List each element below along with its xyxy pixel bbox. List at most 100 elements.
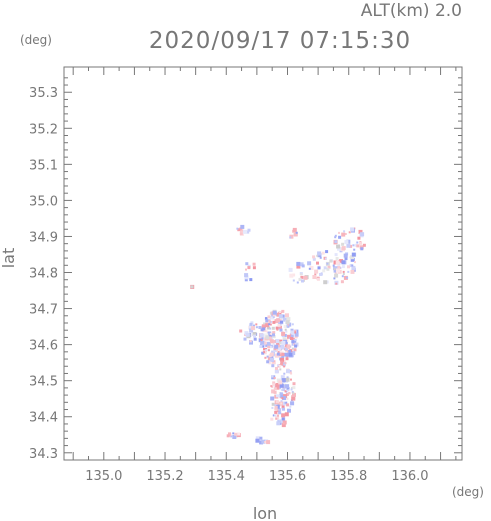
- radar-cell: [248, 327, 251, 330]
- radar-cell: [295, 231, 298, 234]
- radar-cell: [348, 231, 351, 234]
- radar-cell: [282, 337, 287, 342]
- radar-cell: [280, 362, 284, 366]
- radar-cell: [360, 247, 364, 251]
- radar-cell: [289, 234, 294, 239]
- radar-cell: [274, 405, 278, 409]
- radar-cell: [273, 377, 276, 379]
- radar-cell: [270, 335, 273, 338]
- y-tick-label: 34.9: [29, 230, 58, 245]
- radar-cell: [278, 364, 281, 367]
- radar-cell: [281, 314, 285, 318]
- radar-cell: [252, 332, 257, 336]
- radar-cell: [344, 257, 348, 261]
- radar-cell: [277, 347, 281, 351]
- radar-cell: [272, 414, 275, 417]
- radar-cell: [274, 344, 279, 349]
- radar-cell: [277, 364, 280, 367]
- radar-cell: [279, 419, 284, 424]
- radar-cell: [282, 388, 286, 392]
- radar-cell: [248, 324, 253, 329]
- radar-cell: [285, 320, 290, 325]
- radar-cell: [267, 315, 271, 319]
- radar-cell: [268, 361, 272, 365]
- radar-cell: [293, 232, 298, 237]
- radar-cell: [276, 421, 281, 426]
- x-tick-label: 135.0: [85, 469, 122, 484]
- plot-frame: [63, 66, 463, 461]
- y-axis-label: lat: [0, 248, 18, 269]
- radar-cell: [350, 269, 355, 274]
- radar-cell: [232, 435, 237, 439]
- radar-cell: [281, 397, 284, 400]
- radar-cell: [323, 266, 327, 270]
- radar-cell: [259, 440, 264, 445]
- radar-cell: [334, 240, 338, 244]
- radar-cell: [356, 244, 360, 248]
- radar-cell: [247, 228, 251, 232]
- radar-cell: [274, 369, 279, 374]
- radar-cell: [245, 268, 247, 271]
- radar-cell: [240, 229, 244, 234]
- radar-cell: [281, 423, 286, 428]
- y-tick-label: 35.3: [29, 86, 58, 101]
- radar-cell: [275, 367, 278, 370]
- radar-cell: [358, 229, 363, 234]
- radar-cell: [243, 229, 248, 234]
- radar-cell: [341, 232, 346, 237]
- radar-cell: [264, 441, 267, 444]
- radar-cell: [262, 327, 266, 331]
- radar-cell: [343, 253, 348, 258]
- radar-cell: [319, 273, 322, 276]
- radar-cell: [292, 382, 296, 386]
- radar-cell: [329, 259, 333, 263]
- radar-cell: [239, 232, 243, 236]
- y-tick-label: 34.8: [29, 267, 58, 282]
- radar-cell: [265, 319, 269, 323]
- y-tick-label: 34.4: [29, 411, 58, 426]
- radar-cell: [341, 242, 345, 246]
- radar-cell: [289, 273, 294, 278]
- radar-cell: [270, 385, 273, 388]
- radar-cell: [282, 317, 287, 322]
- radar-cell: [338, 235, 342, 239]
- radar-cell: [278, 341, 282, 345]
- radar-cell: [341, 275, 344, 278]
- radar-cell: [286, 386, 290, 390]
- radar-cell: [273, 390, 277, 394]
- radar-cell: [335, 257, 339, 260]
- radar-cell: [236, 227, 239, 230]
- radar-cell: [281, 341, 286, 345]
- radar-cell: [292, 337, 295, 340]
- radar-cell: [323, 280, 328, 285]
- radar-cell: [261, 325, 266, 330]
- radar-cell: [286, 397, 289, 400]
- radar-cell: [324, 257, 327, 260]
- radar-cell: [266, 341, 271, 346]
- radar-cell: [280, 320, 283, 324]
- radar-cell: [334, 253, 338, 257]
- radar-cell: [343, 230, 346, 233]
- radar-cell: [286, 344, 291, 349]
- radar-cell: [283, 365, 286, 368]
- radar-cell: [237, 228, 241, 232]
- radar-cell: [294, 332, 299, 337]
- radar-cell: [280, 357, 285, 362]
- radar-cell: [341, 260, 346, 265]
- radar-cell: [325, 250, 329, 254]
- radar-cell: [296, 264, 301, 269]
- radar-cell: [280, 345, 285, 350]
- radar-cell: [350, 255, 354, 260]
- radar-cell: [286, 324, 289, 327]
- radar-cell: [317, 266, 321, 270]
- radar-cell: [287, 408, 291, 413]
- y-tick-label: 35.1: [29, 158, 58, 173]
- radar-cell: [280, 402, 283, 405]
- radar-cell: [260, 339, 263, 342]
- radar-cell: [293, 340, 296, 344]
- radar-cell: [287, 389, 290, 392]
- radar-cell: [346, 276, 349, 279]
- reflectivity-cells: [190, 224, 366, 445]
- radar-cell: [336, 268, 340, 273]
- radar-cell: [278, 353, 282, 357]
